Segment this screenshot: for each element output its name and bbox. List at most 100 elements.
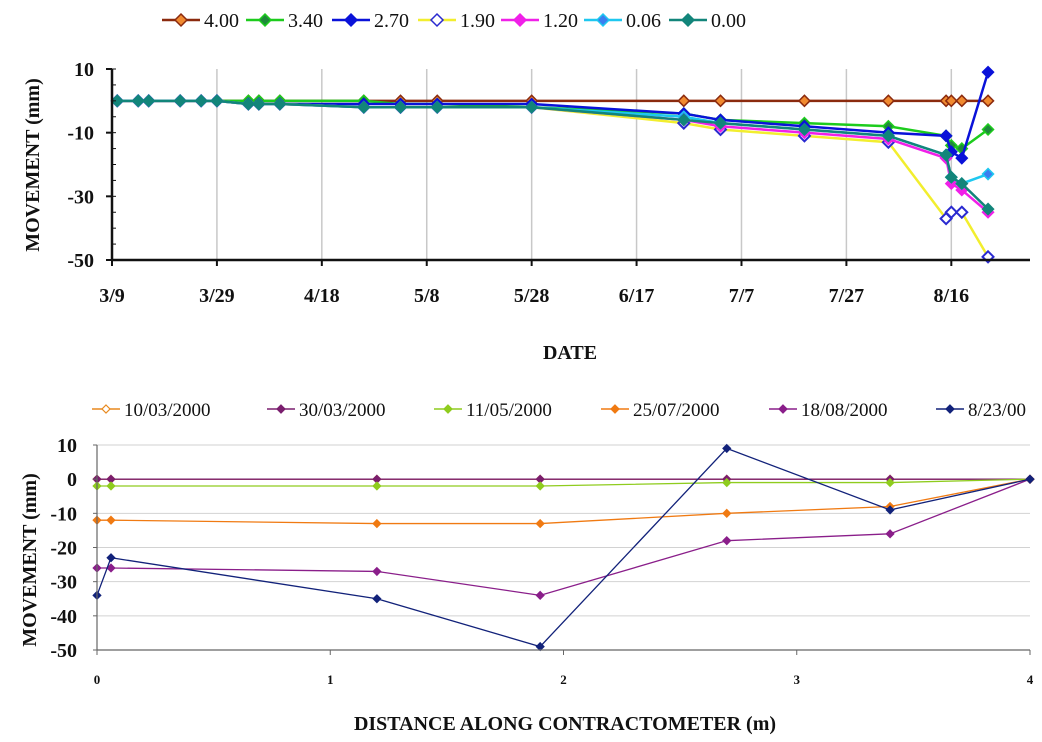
top-data-point bbox=[981, 94, 995, 108]
bottom-x-tick-label: 3 bbox=[794, 672, 801, 687]
bottom-legend-label: 10/03/2000 bbox=[124, 400, 211, 421]
top-legend-item: 1.90 bbox=[418, 10, 495, 32]
top-series-1-90 bbox=[110, 93, 995, 264]
bottom-legend-marker bbox=[945, 404, 955, 414]
top-tick-labels: 10 -10 -30 -503/9 3/29 4/18 5/8 5/28 6/17 7/7 7/27… bbox=[67, 59, 969, 307]
top-legend-marker bbox=[429, 12, 445, 28]
date-movement-chart: 10 -10 -30 -503/9 3/29 4/18 5/8 5/28 6/17 7/7 7/27… bbox=[22, 10, 1030, 364]
top-data-point bbox=[944, 205, 959, 220]
top-data-point bbox=[252, 97, 266, 111]
top-legend-item: 3.40 bbox=[246, 10, 323, 32]
bottom-data-point bbox=[535, 518, 545, 529]
top-legend-marker bbox=[257, 12, 273, 28]
top-legend-marker bbox=[595, 12, 611, 28]
top-legend-item: 4.00 bbox=[162, 10, 239, 32]
bottom-data-point bbox=[722, 508, 732, 518]
top-legend-marker bbox=[173, 12, 189, 28]
bottom-data-point bbox=[372, 481, 382, 491]
top-data-point bbox=[955, 151, 969, 165]
bottom-legend-marker bbox=[443, 404, 453, 414]
top-data-point bbox=[955, 177, 969, 191]
top-x-tick-label: 5/8 bbox=[414, 285, 440, 307]
top-data-point bbox=[944, 170, 958, 184]
bottom-x-tick-label: 0 bbox=[94, 672, 101, 687]
top-x-tick-label: 4/18 bbox=[304, 285, 340, 307]
top-data-point bbox=[210, 94, 224, 108]
top-data-point bbox=[954, 205, 969, 220]
top-data-point bbox=[713, 116, 728, 130]
top-legend-marker bbox=[512, 12, 528, 28]
top-x-tick-label: 5/28 bbox=[514, 285, 550, 307]
top-series-0-00 bbox=[110, 94, 995, 216]
bottom-legend-label: 11/05/2000 bbox=[466, 400, 552, 421]
top-series-line bbox=[117, 71, 990, 161]
bottom-data-point bbox=[1025, 474, 1035, 484]
bottom-data-point bbox=[372, 594, 382, 604]
bottom-data-point bbox=[722, 443, 732, 454]
top-data-point bbox=[393, 100, 408, 114]
top-data-point bbox=[241, 97, 255, 111]
bottom-data-point bbox=[722, 477, 732, 488]
bottom-series-2 bbox=[92, 474, 1035, 491]
top-y-tick-label: -10 bbox=[67, 123, 94, 145]
bottom-legend-item: 8/23/00 bbox=[936, 400, 1026, 421]
top-data-point bbox=[131, 94, 145, 108]
bottom-legend-item: 18/08/2000 bbox=[769, 400, 888, 421]
top-x-tick-label: 7/27 bbox=[829, 285, 865, 307]
bottom-legend-marker bbox=[610, 404, 620, 414]
bottom-legend-item: 11/05/2000 bbox=[434, 400, 552, 421]
top-series-line bbox=[117, 99, 989, 185]
bottom-legend-marker bbox=[276, 404, 286, 414]
top-x-tick-label: 3/29 bbox=[199, 285, 235, 307]
top-data-point bbox=[939, 148, 953, 162]
top-legend-label: 0.06 bbox=[626, 10, 661, 32]
bottom-series-4 bbox=[92, 474, 1035, 600]
top-legend-label: 4.00 bbox=[204, 10, 239, 32]
top-series-1-20 bbox=[110, 94, 995, 219]
top-data-point bbox=[142, 94, 156, 108]
top-x-axis-title: DATE bbox=[543, 342, 597, 364]
bottom-y-tick-label: 0 bbox=[67, 469, 77, 491]
bottom-data-point bbox=[535, 481, 545, 491]
bottom-legend-label: 18/08/2000 bbox=[801, 400, 888, 421]
bottom-data-point bbox=[885, 529, 895, 539]
top-data-point bbox=[525, 100, 539, 114]
top-data-point bbox=[981, 65, 995, 79]
bottom-legend-marker bbox=[778, 404, 788, 414]
bottom-data-point bbox=[885, 505, 895, 515]
top-data-point bbox=[981, 122, 995, 137]
top-series-line bbox=[117, 99, 989, 210]
bottom-data-point bbox=[106, 515, 116, 525]
top-series-line bbox=[117, 99, 989, 214]
bottom-data-point bbox=[885, 477, 895, 488]
top-data-point bbox=[797, 94, 811, 108]
top-data-point bbox=[357, 100, 371, 114]
bottom-legend-item: 10/03/2000 bbox=[92, 400, 211, 421]
top-legend-item: 1.20 bbox=[501, 10, 578, 32]
top-data-point bbox=[110, 94, 124, 108]
top-x-tick-label: 8/16 bbox=[934, 285, 970, 307]
top-legend-label: 0.00 bbox=[711, 10, 746, 32]
bottom-tick-labels: 10 0 -10 -20 -30 -40 -50 0 1 2 3 4 bbox=[50, 435, 1033, 687]
bottom-legend-label: 25/07/2000 bbox=[633, 400, 720, 421]
top-x-tick-label: 3/9 bbox=[99, 285, 125, 307]
top-legend-marker bbox=[680, 12, 696, 28]
bottom-y-tick-label: -50 bbox=[50, 640, 77, 662]
top-data-point bbox=[430, 100, 444, 114]
top-data-point bbox=[677, 113, 691, 127]
top-data-point bbox=[797, 122, 811, 137]
bottom-y-tick-label: -30 bbox=[50, 572, 77, 594]
top-data-point bbox=[194, 94, 208, 108]
top-y-axis-title: MOVEMENT (mm) bbox=[22, 78, 44, 252]
bottom-legend-label: 30/03/2000 bbox=[299, 400, 386, 421]
bottom-data-point bbox=[106, 563, 116, 573]
top-y-tick-label: 10 bbox=[74, 59, 94, 81]
bottom-legend: 10/03/2000 30/03/2000 11/05/2000 25/07/2000… bbox=[92, 400, 1026, 421]
top-legend-item: 0.06 bbox=[584, 10, 661, 32]
top-data-point bbox=[881, 129, 895, 143]
bottom-x-axis-title: DISTANCE ALONG CONTRACTOMETER (m) bbox=[354, 713, 776, 735]
bottom-y-tick-label: -20 bbox=[50, 538, 77, 560]
top-y-tick-label: -30 bbox=[67, 186, 94, 208]
bottom-y-tick-label: -40 bbox=[50, 606, 77, 628]
